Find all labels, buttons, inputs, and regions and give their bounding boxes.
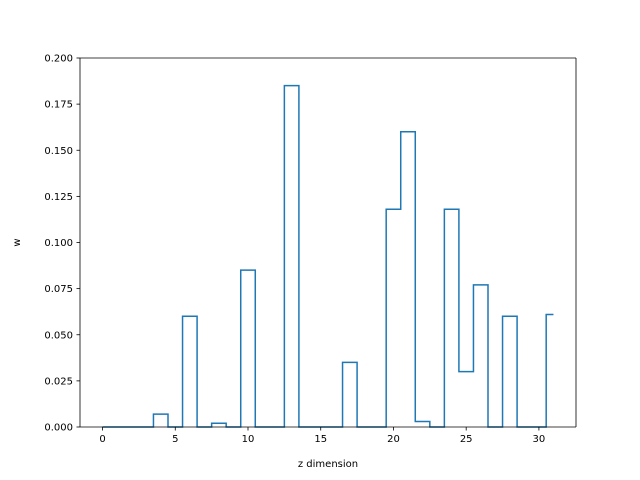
series-line <box>102 84 554 428</box>
y-tick-label: 0.150 <box>44 146 73 157</box>
plot-background <box>80 58 576 427</box>
y-tick-label: 0.050 <box>44 330 73 341</box>
x-axis-ticks: 0 5 10 15 20 25 30 <box>99 427 545 445</box>
x-tick-label: 20 <box>387 434 400 445</box>
x-tick-label: 30 <box>533 434 546 445</box>
y-axis-label: w <box>12 238 23 246</box>
y-tick-label: 0.025 <box>44 376 73 387</box>
x-tick-label: 5 <box>172 434 178 445</box>
y-tick-label: 0.175 <box>44 100 73 111</box>
x-axis-label: z dimension <box>298 459 358 470</box>
x-tick-label: 0 <box>99 434 105 445</box>
y-tick-label: 0.000 <box>44 423 73 434</box>
y-tick-label: 0.200 <box>44 54 73 65</box>
y-tick-label: 0.075 <box>44 284 73 295</box>
x-tick-label: 25 <box>460 434 473 445</box>
y-axis-ticks: 0.000 0.025 0.050 0.075 0.100 0.125 0.150 0.175… <box>44 54 80 434</box>
axes-frame <box>79 57 577 428</box>
x-tick-label: 15 <box>314 434 327 445</box>
y-tick-label: 0.100 <box>44 238 73 249</box>
x-tick-label: 10 <box>242 434 255 445</box>
y-tick-label: 0.125 <box>44 192 73 203</box>
